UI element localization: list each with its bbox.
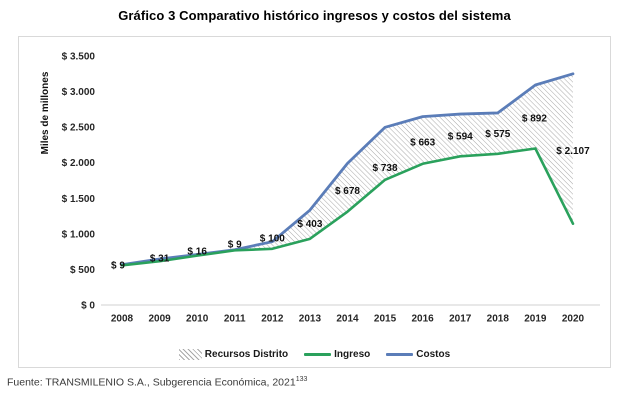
x-tick-label: 2015 xyxy=(374,314,397,325)
x-tick-label: 2019 xyxy=(524,314,547,325)
data-label-recursos-distrito: $ 403 xyxy=(297,219,322,230)
legend-item-recursos-distrito: Recursos Distrito xyxy=(178,349,289,360)
y-tick-label: $ 500 xyxy=(70,265,95,276)
legend-item-ingreso: Ingreso xyxy=(304,349,370,360)
data-label-recursos-distrito: $ 9 xyxy=(228,240,242,251)
data-label-recursos-distrito: $ 575 xyxy=(485,129,510,140)
x-tick-label: 2009 xyxy=(148,314,171,325)
x-tick-label: 2014 xyxy=(336,314,359,325)
legend: Recursos Distrito Ingreso Costos xyxy=(19,349,610,360)
footnote-ref: 133 xyxy=(295,376,308,383)
source-text: Fuente: TRANSMILENIO S.A., Subgerencia E… xyxy=(7,376,296,389)
data-label-recursos-distrito: $ 31 xyxy=(150,254,170,265)
y-tick-label: $ 3.000 xyxy=(62,87,96,98)
legend-label-recursos-distrito: Recursos Distrito xyxy=(204,349,289,360)
chart-title: Gráfico 3 Comparativo histórico ingresos… xyxy=(118,8,511,23)
y-tick-label: $ 1.500 xyxy=(62,194,96,205)
data-label-recursos-distrito: $ 678 xyxy=(335,186,360,197)
data-label-recursos-distrito: $ 892 xyxy=(522,113,547,124)
chart-area: $ 0 $ 500 $ 1.000 $ 1.500 $ 2.000 $ 2.500 $ 3.… xyxy=(18,36,611,368)
plot-svg: $ 0 $ 500 $ 1.000 $ 1.500 $ 2.000 $ 2.500 $ 3.… xyxy=(40,52,600,325)
x-tick-label: 2012 xyxy=(261,314,284,325)
y-tick-label: $ 2.500 xyxy=(62,123,96,134)
x-tick-label: 2010 xyxy=(186,314,209,325)
legend-label-costos: Costos xyxy=(416,349,451,360)
costos-line-swatch-icon xyxy=(386,353,414,356)
data-label-recursos-distrito: $ 2.107 xyxy=(556,146,590,157)
legend-label-ingreso: Ingreso xyxy=(334,349,371,360)
data-label-recursos-distrito: $ 663 xyxy=(410,138,435,149)
source-note: Fuente: TRANSMILENIO S.A., Subgerencia E… xyxy=(7,376,307,389)
x-tick-label: 2016 xyxy=(412,314,435,325)
recursos-distrito-area xyxy=(122,73,573,266)
x-tick-label: 2020 xyxy=(562,314,585,325)
x-tick-label: 2008 xyxy=(111,314,134,325)
data-label-recursos-distrito: $ 16 xyxy=(187,247,207,258)
data-label-recursos-distrito: $ 9 xyxy=(111,260,125,271)
data-label-recursos-distrito: $ 594 xyxy=(448,132,473,143)
y-tick-label: $ 1.000 xyxy=(62,229,96,240)
y-tick-label: $ 2.000 xyxy=(62,158,96,169)
y-tick-label: $ 0 xyxy=(81,301,95,312)
legend-item-costos: Costos xyxy=(386,349,450,360)
y-axis-title: Miles de millones xyxy=(40,71,51,154)
x-tick-label: 2011 xyxy=(224,314,246,325)
y-tick-label: $ 3.500 xyxy=(62,52,96,63)
x-tick-label: 2013 xyxy=(299,314,322,325)
data-label-recursos-distrito: $ 738 xyxy=(373,163,398,174)
x-tick-label: 2018 xyxy=(487,314,510,325)
ingreso-line-swatch-icon xyxy=(304,353,332,356)
x-tick-label: 2017 xyxy=(449,314,472,325)
data-label-recursos-distrito: $ 100 xyxy=(260,234,285,245)
ingreso-line xyxy=(120,147,575,267)
hatch-swatch-icon xyxy=(178,349,202,360)
